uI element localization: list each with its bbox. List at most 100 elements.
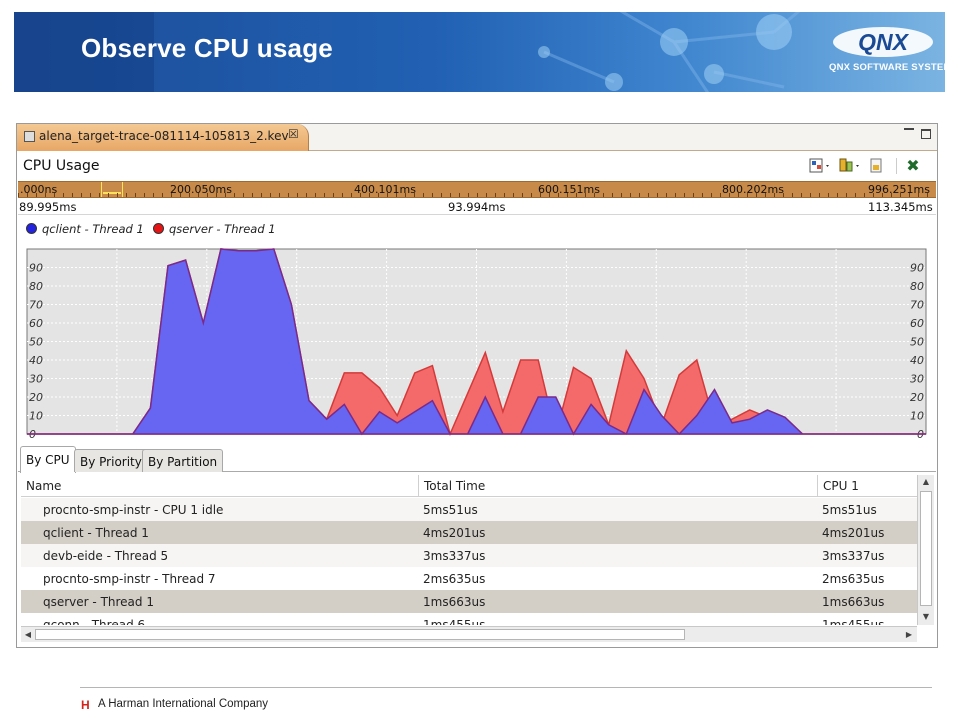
- footer-divider: [80, 687, 932, 688]
- y-tick-label-left: 50: [29, 336, 43, 349]
- y-tick-label-left: 20: [29, 391, 43, 404]
- y-tick-label-left: 90: [29, 262, 43, 275]
- editor-tab-title: alena_target-trace-081114-105813_2.kev: [39, 129, 289, 143]
- slide-banner: Observe CPU usage QNX QNX SOFTWARE SYSTE…: [14, 12, 945, 92]
- cell-total-time: 1ms455us: [423, 618, 486, 625]
- cell-total-time: 2ms635us: [423, 572, 486, 586]
- sync-icon[interactable]: [837, 156, 863, 176]
- toolbar-separator: [896, 158, 897, 174]
- time-range-bar: 89.995ms 93.994ms 113.345ms: [18, 199, 936, 215]
- legend-swatch-qclient: [26, 223, 37, 234]
- close-view-icon[interactable]: ✖: [906, 156, 920, 175]
- tab-by-priority[interactable]: By Priority: [74, 449, 148, 472]
- cell-name: qserver - Thread 1: [43, 595, 154, 609]
- cell-total-time: 5ms51us: [423, 503, 478, 517]
- table-row[interactable]: devb-eide - Thread 5 3ms337us 3ms337us: [21, 544, 917, 567]
- footer-text: A Harman International Company: [98, 698, 269, 710]
- scroll-right-icon[interactable]: ▶: [905, 630, 913, 639]
- y-tick-label-right: 80: [910, 280, 924, 293]
- ruler-label: 200.050ms: [170, 183, 232, 196]
- table-row[interactable]: procnto-smp-instr - CPU 1 idle 5ms51us 5ms…: [21, 498, 917, 521]
- cell-name: qclient - Thread 1: [43, 526, 149, 540]
- y-tick-label-right: 10: [910, 410, 924, 423]
- y-tick-label-left: 80: [29, 280, 43, 293]
- cell-cpu1: 3ms337us: [822, 549, 885, 563]
- ruler-label: .000ns: [20, 183, 58, 196]
- qnx-logo-mark: QNX: [833, 27, 933, 57]
- ruler-label: 600.151ms: [538, 183, 600, 196]
- cell-total-time: 1ms663us: [423, 595, 486, 609]
- legend-item-qserver[interactable]: qserver - Thread 1: [153, 222, 276, 236]
- cpu-usage-chart: 00101020203030404050506060707080809090 q…: [18, 216, 936, 444]
- minimize-icon[interactable]: [904, 128, 914, 131]
- legend-item-qclient[interactable]: qclient - Thread 1: [26, 222, 144, 236]
- cell-cpu1: 1ms663us: [822, 595, 885, 609]
- time-center: 93.994ms: [448, 200, 506, 214]
- cell-cpu1: 1ms455us: [822, 618, 885, 625]
- cell-name: devb-eide - Thread 5: [43, 549, 169, 563]
- time-end: 113.345ms: [868, 200, 933, 214]
- table-row[interactable]: qclient - Thread 1 4ms201us 4ms201us: [21, 521, 917, 544]
- qnx-logo: QNX QNX SOFTWARE SYSTEMS: [827, 24, 945, 82]
- y-tick-label-left: 70: [29, 299, 43, 312]
- ruler-label: 996.251ms: [868, 183, 930, 196]
- table-horizontal-scrollbar[interactable]: ◀ ▶: [21, 626, 917, 642]
- layout-icon[interactable]: [807, 156, 833, 176]
- table-header: Name Total Time CPU 1: [21, 475, 917, 497]
- editor-window: alena_target-trace-081114-105813_2.kev ☒…: [16, 123, 938, 648]
- harman-logo-icon: H: [81, 698, 90, 712]
- network-decoration: [14, 12, 801, 92]
- logo-tagline: QNX SOFTWARE SYSTEMS: [829, 62, 945, 73]
- legend-label: qclient - Thread 1: [42, 222, 144, 236]
- table-row[interactable]: qserver - Thread 1 1ms663us 1ms663us: [21, 590, 917, 613]
- y-tick-label-left: 60: [29, 317, 43, 330]
- cpu-usage-table: Name Total Time CPU 1 procnto-smp-instr …: [21, 475, 917, 625]
- cell-name: qconn - Thread 6: [43, 618, 146, 625]
- y-tick-label-right: 50: [910, 336, 924, 349]
- column-header-cpu1[interactable]: CPU 1: [823, 479, 859, 493]
- breakdown-tabs: By CPU By Priority By Partition: [18, 446, 936, 473]
- table-row[interactable]: qconn - Thread 6 1ms455us 1ms455us: [21, 613, 917, 625]
- column-header-total-time[interactable]: Total Time: [419, 475, 818, 497]
- y-tick-label-left: 10: [29, 410, 43, 423]
- pane-title: CPU Usage: [23, 158, 100, 174]
- table-vertical-scrollbar[interactable]: ▲ ▼: [917, 475, 934, 625]
- series-area-qclient: [27, 248, 926, 436]
- editor-tab[interactable]: alena_target-trace-081114-105813_2.kev ☒: [17, 124, 309, 151]
- y-tick-label-right: 20: [910, 391, 924, 404]
- table-row[interactable]: procnto-smp-instr - Thread 7 2ms635us 2ms6…: [21, 567, 917, 590]
- tab-close-icon[interactable]: ☒: [288, 127, 299, 141]
- legend-label: qserver - Thread 1: [169, 222, 276, 236]
- slide-title: Observe CPU usage: [81, 33, 333, 63]
- tab-by-cpu[interactable]: By CPU: [20, 446, 76, 473]
- scroll-down-icon[interactable]: ▼: [922, 612, 930, 621]
- chart-svg: 00101020203030404050506060707080809090: [26, 248, 927, 441]
- legend-swatch-qserver: [153, 223, 164, 234]
- scroll-left-icon[interactable]: ◀: [24, 630, 32, 639]
- y-tick-label-left: 40: [29, 354, 43, 367]
- y-tick-label-left: 30: [29, 373, 43, 386]
- trace-file-icon: [24, 131, 35, 142]
- tab-by-partition[interactable]: By Partition: [142, 449, 224, 472]
- cell-total-time: 3ms337us: [423, 549, 486, 563]
- ruler-ticks: [18, 193, 936, 197]
- column-header-name[interactable]: Name: [21, 475, 419, 497]
- y-tick-label-right: 40: [910, 354, 924, 367]
- ruler-label: 800.202ms: [722, 183, 784, 196]
- pane-header: CPU Usage ✖: [17, 152, 937, 180]
- y-tick-label-right: 30: [910, 373, 924, 386]
- maximize-icon[interactable]: [921, 129, 931, 139]
- time-start: 89.995ms: [19, 200, 77, 214]
- cell-name: procnto-smp-instr - CPU 1 idle: [43, 503, 224, 517]
- cell-name: procnto-smp-instr - Thread 7: [43, 572, 216, 586]
- cell-cpu1: 4ms201us: [822, 526, 885, 540]
- export-icon[interactable]: [865, 156, 891, 176]
- scroll-up-icon[interactable]: ▲: [922, 477, 930, 486]
- horizontal-scroll-thumb[interactable]: [35, 629, 685, 640]
- y-tick-label-right: 90: [910, 262, 924, 275]
- y-tick-label-right: 60: [910, 317, 924, 330]
- ruler-label: 400.101ms: [354, 183, 416, 196]
- cell-cpu1: 2ms635us: [822, 572, 885, 586]
- vertical-scroll-thumb[interactable]: [920, 491, 932, 606]
- timeline-ruler[interactable]: .000ns 200.050ms 400.101ms 600.151ms 800…: [18, 181, 936, 198]
